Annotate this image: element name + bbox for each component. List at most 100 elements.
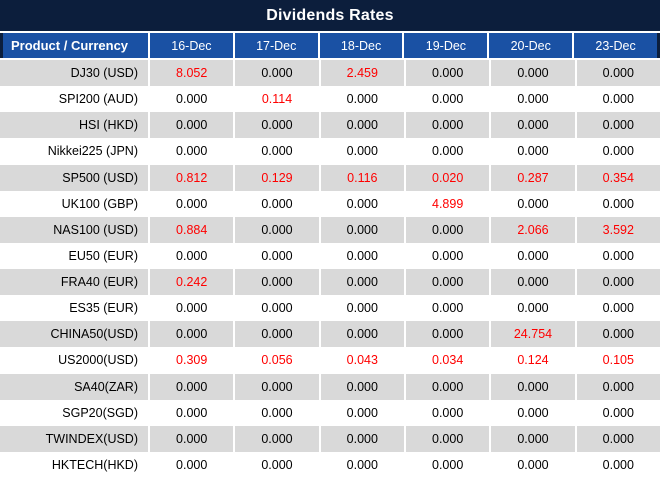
product-cell: HKTECH(HKD) (51, 457, 138, 472)
table-body: DJ30 (USD) 8.052 0.000 2.459 0.000 0.000 0.000… (0, 60, 660, 478)
table-title: Dividends Rates (0, 0, 660, 33)
value-cell: 0.000 (148, 190, 233, 217)
value-cell: 0.129 (233, 164, 318, 191)
value-cell: 0.000 (148, 373, 233, 400)
value-cell: 0.000 (403, 216, 489, 243)
value-cell: 0.000 (489, 295, 574, 322)
table-row-sgp20-sgd: SGP20(SGD) 0.000 0.000 0.000 0.000 0.000 0.000 (0, 399, 660, 426)
product-cell: NAS100 (USD) (53, 222, 138, 237)
value-cell: 0.000 (489, 86, 574, 113)
value-cell: 0.000 (318, 399, 404, 426)
value-cell: 0.000 (148, 399, 233, 426)
value-cell: 0.000 (233, 138, 318, 165)
value-cell: 0.354 (574, 164, 660, 191)
value-cell: 0.000 (403, 373, 489, 400)
value-cell: 0.000 (148, 425, 233, 452)
product-cell: US2000(USD) (58, 353, 138, 368)
table-row-us2000-usd: US2000(USD) 0.309 0.056 0.043 0.034 0.124 0.10… (0, 347, 660, 374)
value-cell: 0.000 (233, 242, 318, 269)
table-row-china50-usd: CHINA50(USD) 0.000 0.000 0.000 0.000 24.754 0.… (0, 321, 660, 348)
value-cell: 0.020 (403, 164, 489, 191)
value-cell: 0.000 (233, 190, 318, 217)
value-cell: 0.000 (574, 269, 660, 296)
value-cell: 0.000 (318, 295, 404, 322)
value-cell: 0.000 (403, 399, 489, 426)
value-cell: 0.000 (489, 242, 574, 269)
header-col-20-dec: 20-Dec (487, 33, 572, 58)
value-cell: 0.114 (233, 86, 318, 113)
table-row-twindex-usd: TWINDEX(USD) 0.000 0.000 0.000 0.000 0.000 0.0… (0, 425, 660, 452)
value-cell: 0.000 (403, 138, 489, 165)
value-cell: 0.000 (148, 451, 233, 478)
value-cell: 0.105 (574, 347, 660, 374)
value-cell: 0.124 (489, 347, 574, 374)
value-cell: 0.034 (403, 347, 489, 374)
value-cell: 0.242 (148, 269, 233, 296)
value-cell: 0.000 (489, 269, 574, 296)
value-cell: 0.000 (574, 112, 660, 139)
header-col-19-dec: 19-Dec (402, 33, 487, 58)
value-cell: 0.000 (148, 86, 233, 113)
product-cell: SA40(ZAR) (74, 379, 138, 394)
value-cell: 0.000 (489, 425, 574, 452)
value-cell: 0.000 (318, 112, 404, 139)
header-col-23-dec: 23-Dec (572, 33, 660, 58)
value-cell: 0.884 (148, 216, 233, 243)
table-row-nas100-usd: NAS100 (USD) 0.884 0.000 0.000 0.000 2.066 3.5… (0, 216, 660, 243)
value-cell: 0.000 (574, 321, 660, 348)
value-cell: 0.000 (403, 295, 489, 322)
table-row-uk100-gbp: UK100 (GBP) 0.000 0.000 0.000 4.899 0.000 0.00… (0, 190, 660, 217)
value-cell: 0.000 (318, 86, 404, 113)
value-cell: 0.000 (489, 190, 574, 217)
value-cell: 0.000 (574, 60, 660, 87)
value-cell: 0.000 (233, 321, 318, 348)
value-cell: 0.000 (489, 451, 574, 478)
value-cell: 0.000 (574, 451, 660, 478)
value-cell: 0.000 (489, 373, 574, 400)
table-row-spi200-aud: SPI200 (AUD) 0.000 0.114 0.000 0.000 0.000 0.0… (0, 86, 660, 113)
value-cell: 0.000 (403, 86, 489, 113)
product-cell: ES35 (EUR) (69, 301, 138, 316)
product-cell: SPI200 (AUD) (58, 92, 138, 107)
product-cell: DJ30 (USD) (70, 66, 138, 81)
product-cell: TWINDEX(USD) (45, 431, 138, 446)
value-cell: 0.000 (574, 138, 660, 165)
header-col-16-dec: 16-Dec (148, 33, 233, 58)
value-cell: 2.066 (489, 216, 574, 243)
value-cell: 0.000 (233, 216, 318, 243)
value-cell: 0.000 (489, 399, 574, 426)
value-cell: 0.000 (148, 138, 233, 165)
value-cell: 0.000 (403, 451, 489, 478)
value-cell: 0.000 (318, 138, 404, 165)
value-cell: 3.592 (574, 216, 660, 243)
value-cell: 0.000 (489, 112, 574, 139)
value-cell: 0.000 (318, 321, 404, 348)
value-cell: 4.899 (403, 190, 489, 217)
value-cell: 0.000 (318, 242, 404, 269)
value-cell: 0.000 (148, 295, 233, 322)
product-cell: SGP20(SGD) (62, 405, 138, 420)
table-row-sp500-usd: SP500 (USD) 0.812 0.129 0.116 0.020 0.287 0.35… (0, 164, 660, 191)
value-cell: 0.000 (233, 399, 318, 426)
value-cell: 0.000 (233, 269, 318, 296)
value-cell: 0.000 (148, 242, 233, 269)
value-cell: 0.043 (318, 347, 404, 374)
value-cell: 0.000 (233, 295, 318, 322)
table-row-nikkei225-jpn: Nikkei225 (JPN) 0.000 0.000 0.000 0.000 0.000… (0, 138, 660, 165)
value-cell: 0.000 (574, 399, 660, 426)
product-cell: FRA40 (EUR) (60, 275, 138, 290)
value-cell: 0.000 (318, 216, 404, 243)
header-col-18-dec: 18-Dec (317, 33, 403, 58)
value-cell: 0.000 (403, 425, 489, 452)
value-cell: 0.000 (148, 321, 233, 348)
value-cell: 0.000 (233, 451, 318, 478)
value-cell: 0.000 (233, 373, 318, 400)
product-cell: CHINA50(USD) (50, 327, 138, 342)
value-cell: 0.812 (148, 164, 233, 191)
value-cell: 0.000 (574, 373, 660, 400)
value-cell: 2.459 (318, 60, 404, 87)
value-cell: 0.287 (489, 164, 574, 191)
value-cell: 0.000 (233, 60, 318, 87)
table-row-fra40-eur: FRA40 (EUR) 0.242 0.000 0.000 0.000 0.000 0.00… (0, 269, 660, 296)
